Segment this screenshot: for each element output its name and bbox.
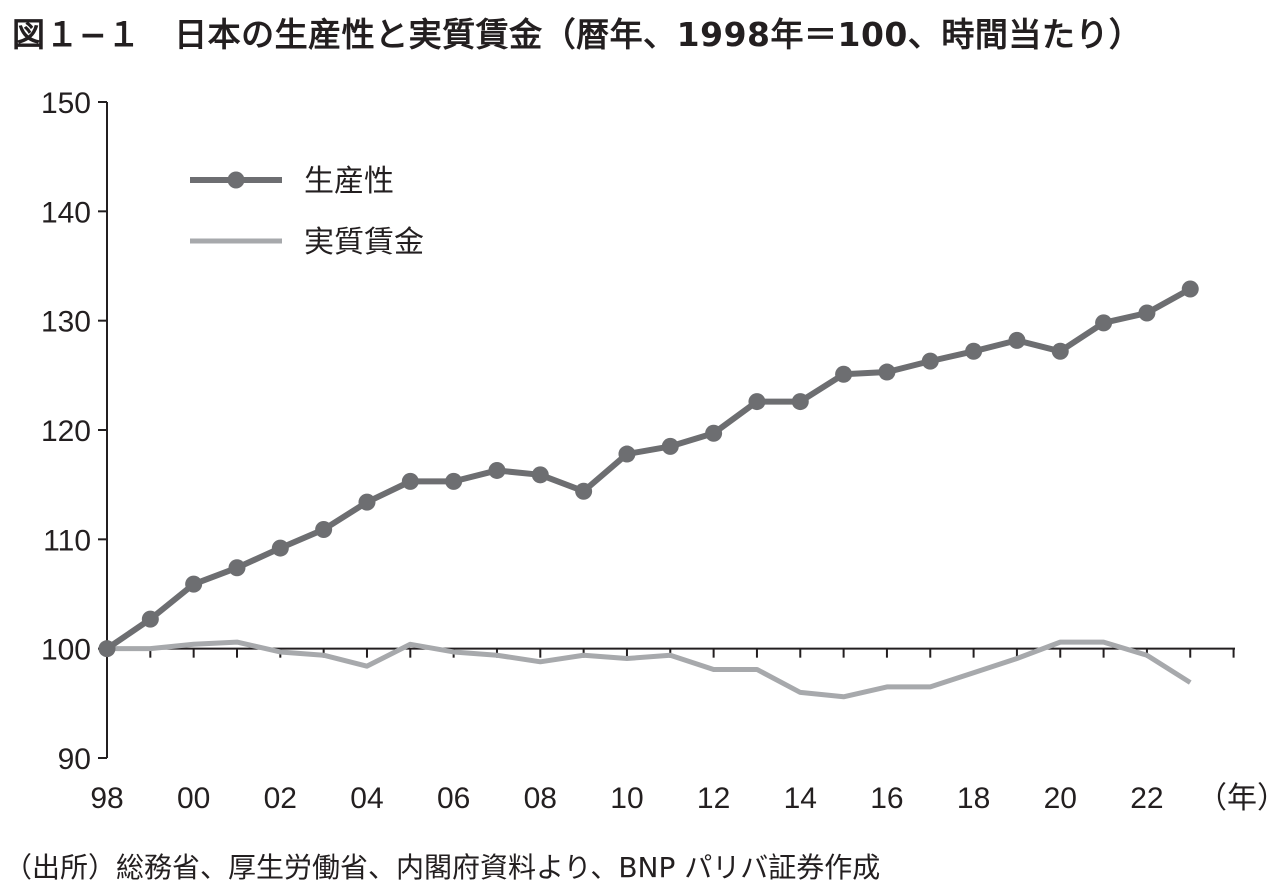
x-tick-label: 14: [784, 782, 817, 815]
series-line-real-wage: [107, 639, 1192, 700]
y-tick-label: 150: [41, 87, 91, 120]
x-tick-label: 16: [870, 782, 903, 815]
data-point: [358, 493, 376, 511]
x-tick-label: 18: [957, 782, 990, 815]
data-point: [271, 539, 289, 557]
y-tick-label: 100: [41, 634, 91, 667]
data-point: [575, 482, 593, 500]
legend-label: 生産性: [304, 164, 394, 199]
y-tick-label: 130: [41, 306, 91, 339]
series-line-productivity: [105, 286, 1192, 652]
data-point: [1138, 304, 1156, 322]
x-tick-label: 02: [264, 782, 297, 815]
data-point: [1051, 342, 1069, 360]
data-point: [705, 424, 723, 442]
x-tick-label: 20: [1044, 782, 1077, 815]
data-point: [878, 363, 896, 381]
data-point: [835, 365, 853, 383]
x-tick-label: 22: [1130, 782, 1163, 815]
data-point: [661, 437, 679, 455]
x-tick-label: 98: [90, 782, 123, 815]
data-point: [531, 466, 549, 484]
data-point: [445, 472, 463, 490]
data-point: [315, 520, 333, 538]
data-point: [618, 445, 636, 463]
y-tick-label: 140: [41, 196, 91, 229]
data-point: [185, 575, 203, 593]
chart-title: 図１−１ 日本の生産性と実質賃金（暦年、1998年＝100、時間当たり）: [12, 15, 1143, 54]
legend-marker: [227, 171, 245, 189]
data-point: [98, 640, 116, 658]
x-tick-label: 08: [524, 782, 557, 815]
data-point: [1095, 314, 1113, 332]
x-tick-label: 04: [350, 782, 383, 815]
data-point: [791, 393, 809, 411]
data-point: [965, 342, 983, 360]
x-tick-label: 10: [610, 782, 643, 815]
x-axis-unit: （年）: [1197, 782, 1285, 815]
legend-label: 実質賃金: [304, 225, 424, 260]
data-point: [228, 559, 246, 577]
x-tick-label: 06: [437, 782, 470, 815]
data-point: [401, 472, 419, 490]
data-point: [1008, 331, 1026, 349]
source-note: （出所）総務省、厚生労働省、内閣府資料より、BNP パリバ証券作成: [4, 851, 881, 884]
data-point: [141, 610, 159, 628]
data-point: [748, 393, 766, 411]
data-point: [488, 461, 506, 479]
y-tick-label: 120: [41, 415, 91, 448]
y-tick-label: 90: [58, 743, 91, 776]
x-tick-label: 00: [177, 782, 210, 815]
data-point: [1181, 280, 1199, 298]
x-tick-label: 12: [697, 782, 730, 815]
y-tick-label: 110: [43, 524, 91, 557]
data-point: [921, 352, 939, 370]
